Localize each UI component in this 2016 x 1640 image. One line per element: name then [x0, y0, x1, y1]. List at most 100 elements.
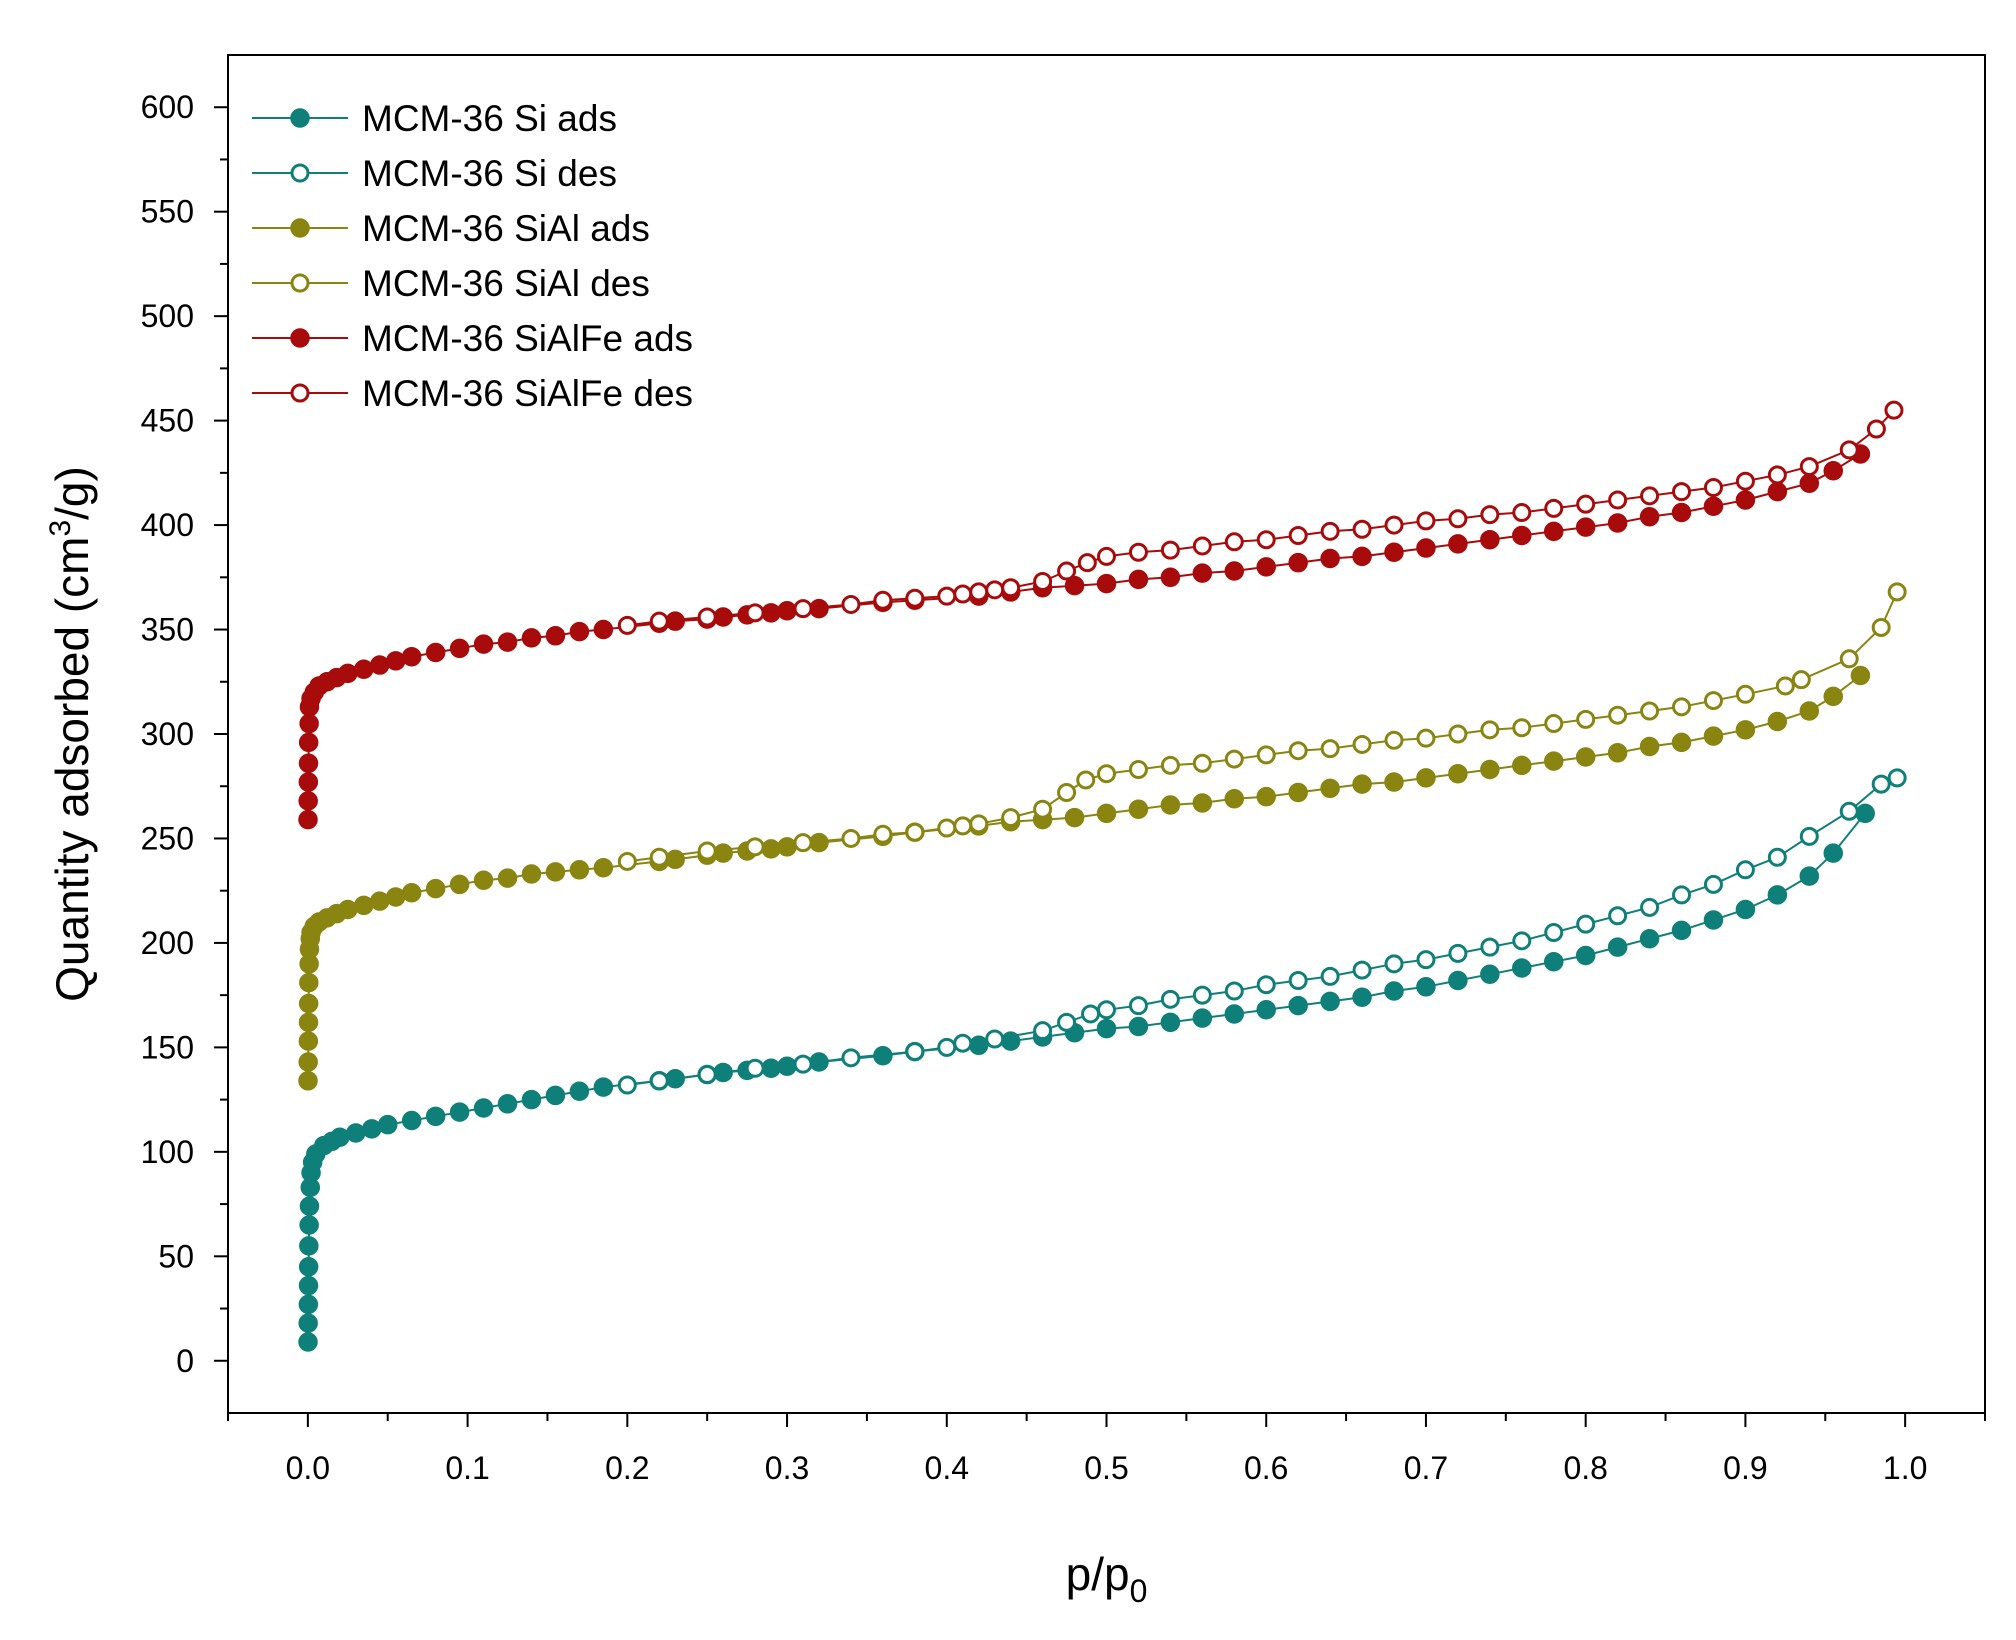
data-point-open — [1672, 885, 1692, 905]
data-point-filled — [1703, 910, 1724, 930]
legend-item: MCM-36 Si ads — [252, 98, 617, 139]
data-point-open — [1640, 486, 1660, 506]
y-tick-label: 500 — [141, 298, 194, 334]
data-point-open — [1839, 649, 1859, 669]
data-point-filled — [497, 632, 518, 652]
y-tick-label: 350 — [141, 612, 194, 648]
data-point-open — [793, 833, 813, 853]
data-point-filled — [299, 713, 319, 734]
data-point-filled — [1128, 569, 1149, 590]
data-point-open — [953, 1033, 973, 1053]
data-point-filled — [1480, 964, 1500, 985]
y-tick-label: 450 — [141, 403, 194, 439]
data-point-open — [937, 818, 957, 838]
data-point-open — [1799, 457, 1819, 477]
y-axis-title-end: /g) — [46, 466, 98, 520]
data-point-filled — [377, 1114, 398, 1135]
data-point-filled — [1128, 799, 1149, 819]
data-point-filled — [1767, 481, 1788, 502]
data-point-open — [1512, 718, 1532, 738]
data-point-filled — [713, 843, 733, 863]
data-point-open — [649, 1071, 669, 1091]
data-point-filled — [1575, 747, 1596, 767]
legend-marker — [290, 108, 310, 128]
data-point-filled — [401, 646, 422, 667]
data-point-open — [1480, 720, 1500, 740]
data-point-open — [1576, 494, 1596, 514]
data-point-filled — [298, 753, 319, 773]
legend-item: MCM-36 SiAlFe des — [252, 373, 693, 414]
data-point-filled — [968, 1035, 989, 1056]
data-point-open — [1640, 897, 1660, 917]
data-point-filled — [1224, 1004, 1245, 1024]
data-point-filled — [1256, 557, 1276, 577]
data-point-filled — [1823, 843, 1844, 863]
data-point-open — [953, 816, 973, 836]
data-point-open — [1192, 536, 1212, 556]
data-point-filled — [338, 663, 358, 684]
legend-label: MCM-36 SiAlFe ads — [362, 318, 693, 359]
x-tick-label: 0.8 — [1563, 1450, 1607, 1486]
data-point-open — [873, 590, 893, 610]
data-point-open — [969, 582, 989, 602]
data-point-open — [1033, 571, 1053, 591]
data-point-filled — [1384, 981, 1404, 1001]
data-point-open — [1871, 617, 1891, 637]
data-point-filled — [298, 1257, 319, 1277]
data-point-open — [1791, 670, 1811, 690]
data-point-filled — [1352, 774, 1372, 794]
data-point-open — [1703, 874, 1723, 894]
data-point-filled — [1416, 977, 1436, 997]
data-point-filled — [473, 634, 494, 654]
data-point-filled — [1735, 490, 1756, 510]
data-point-open — [1160, 989, 1180, 1009]
data-point-filled — [401, 1110, 422, 1131]
data-point-filled — [362, 1119, 382, 1139]
data-point-filled — [354, 659, 374, 679]
data-point-filled — [1192, 1008, 1213, 1028]
data-point-filled — [1671, 920, 1692, 941]
data-point-open — [745, 837, 765, 857]
data-point-open — [1544, 922, 1564, 942]
data-point-open — [1256, 975, 1276, 995]
legend-marker — [290, 383, 310, 403]
data-point-filled — [298, 809, 318, 830]
data-point-filled — [449, 1102, 470, 1122]
x-tick-label: 0.6 — [1244, 1450, 1288, 1486]
x-tick-label: 0.7 — [1404, 1450, 1448, 1486]
data-point-filled — [545, 626, 566, 646]
legend-item: MCM-36 SiAl ads — [252, 208, 650, 249]
data-point-filled — [1160, 795, 1181, 815]
series-mcm-36-sial-ads — [298, 665, 1871, 1091]
data-point-filled — [1823, 461, 1844, 481]
data-point-filled — [1703, 726, 1724, 746]
data-point-open — [649, 611, 669, 631]
data-point-open — [1703, 691, 1723, 711]
data-point-filled — [569, 621, 590, 642]
legend-item: MCM-36 SiAlFe ads — [252, 318, 693, 359]
data-point-filled — [1416, 538, 1436, 558]
data-point-open — [1767, 465, 1787, 485]
y-tick-label: 0 — [176, 1343, 194, 1379]
data-point-filled — [1288, 782, 1308, 803]
data-point-open — [1288, 741, 1308, 761]
data-point-open — [1081, 1004, 1101, 1024]
x-tick-label: 0.2 — [605, 1450, 649, 1486]
data-point-open — [649, 847, 669, 867]
data-point-filled — [1639, 928, 1660, 949]
y-tick-label: 100 — [141, 1134, 194, 1170]
data-point-open — [1097, 1000, 1116, 1020]
data-point-filled — [1352, 546, 1372, 567]
data-point-open — [1097, 764, 1116, 784]
data-point-open — [1256, 745, 1276, 765]
data-point-filled — [1448, 534, 1468, 554]
data-point-filled — [1320, 991, 1340, 1012]
data-point-filled — [1096, 1018, 1117, 1039]
data-point-filled — [777, 837, 797, 857]
data-point-filled — [521, 628, 542, 648]
data-point-open — [1735, 471, 1755, 491]
data-point-open — [617, 851, 637, 871]
data-point-filled — [346, 1123, 366, 1143]
data-point-open — [985, 1029, 1005, 1049]
data-point-filled — [449, 638, 470, 659]
